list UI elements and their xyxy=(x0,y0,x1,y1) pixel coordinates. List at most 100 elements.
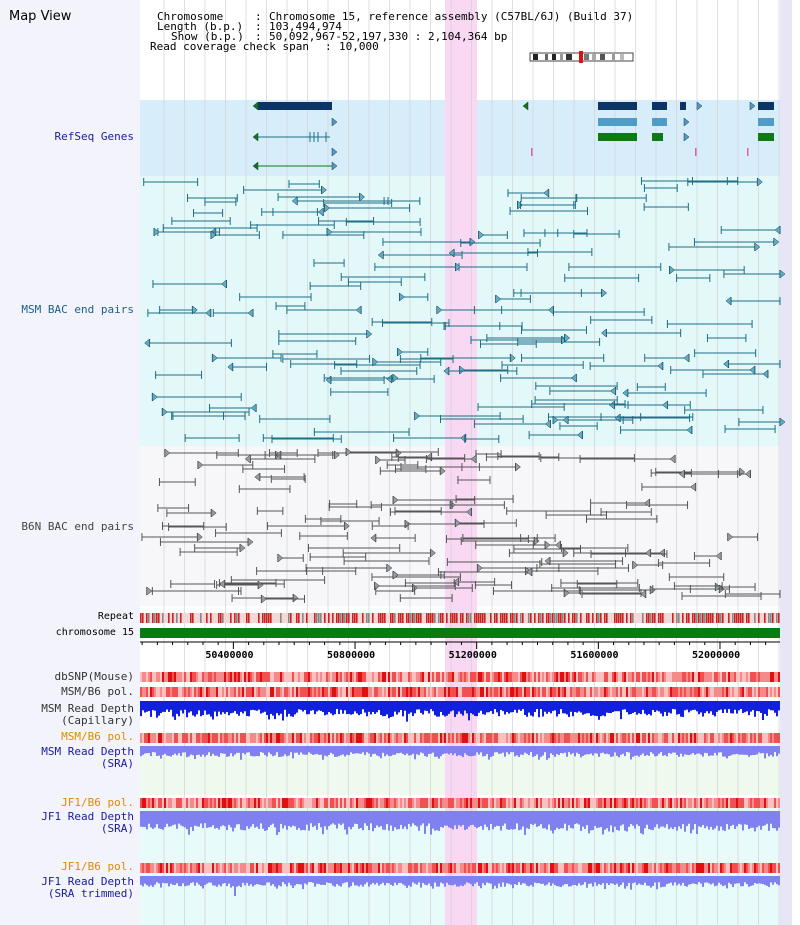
depth-bar xyxy=(380,701,382,715)
heat-strip-cell xyxy=(254,687,256,697)
heat-strip-cell xyxy=(304,687,306,697)
heat-strip-cell xyxy=(246,733,248,743)
depth-bar xyxy=(688,701,690,713)
repeat-element xyxy=(596,613,598,623)
bac-end-arrow xyxy=(577,430,583,440)
heat-strip-cell xyxy=(574,672,576,682)
depth-bar xyxy=(254,811,256,828)
depth-bar xyxy=(240,701,242,712)
heat-strip-cell xyxy=(586,687,588,697)
heat-strip-cell xyxy=(424,687,426,697)
depth-bar xyxy=(198,811,200,827)
heat-strip-cell xyxy=(736,672,738,682)
heat-strip-cell xyxy=(496,863,498,873)
depth-bar xyxy=(736,811,738,827)
repeat-element xyxy=(548,613,550,623)
depth-bar xyxy=(716,876,718,886)
repeat-element xyxy=(748,613,750,623)
bac-end-arrow xyxy=(377,250,384,260)
depth-bar xyxy=(542,701,544,717)
depth-bar xyxy=(158,746,160,756)
depth-bar xyxy=(668,746,670,753)
bac-end-arrow xyxy=(601,288,608,298)
depth-bar xyxy=(218,876,220,885)
heat-strip-cell xyxy=(604,798,606,808)
depth-bar xyxy=(762,746,764,754)
depth-bar xyxy=(298,746,300,755)
repeat-element xyxy=(576,613,578,623)
depth-bar xyxy=(188,701,190,713)
depth-bar xyxy=(332,811,334,824)
heat-strip-cell xyxy=(252,672,254,682)
heat-strip-cell xyxy=(506,687,508,697)
heat-strip-cell xyxy=(628,672,630,682)
depth-bar xyxy=(210,876,212,883)
depth-bar xyxy=(760,701,762,713)
depth-bar xyxy=(642,746,644,754)
depth-bar xyxy=(540,811,542,825)
heat-strip-cell xyxy=(234,798,236,808)
heat-strip-cell xyxy=(690,672,692,682)
depth-bar xyxy=(310,746,312,754)
heat-strip-cell xyxy=(460,733,462,743)
repeat-element xyxy=(642,613,644,623)
heat-strip-cell xyxy=(492,672,494,682)
track-label-msm-bac[interactable]: MSM BAC end pairs xyxy=(21,303,134,316)
depth-bar xyxy=(614,701,616,712)
track-label-refseq[interactable]: RefSeq Genes xyxy=(54,130,134,143)
heat-strip-cell xyxy=(404,733,406,743)
depth-bar xyxy=(146,876,148,886)
heat-strip-cell xyxy=(334,863,336,873)
depth-bar xyxy=(158,701,160,716)
depth-bar xyxy=(602,876,604,884)
heat-strip-cell xyxy=(598,687,600,697)
heat-strip-cell xyxy=(574,863,576,873)
depth-bar xyxy=(252,746,254,757)
depth-bar xyxy=(770,811,772,824)
heat-strip-cell xyxy=(258,672,260,682)
depth-bar xyxy=(356,746,358,754)
heat-strip-cell xyxy=(252,798,254,808)
depth-bar xyxy=(184,811,186,828)
heat-strip-cell xyxy=(298,733,300,743)
depth-bar xyxy=(180,746,182,757)
track-label-b6n-bac[interactable]: B6N BAC end pairs xyxy=(21,520,134,533)
depth-bar xyxy=(736,746,738,754)
heat-strip-cell xyxy=(340,863,342,873)
depth-bar xyxy=(408,701,410,714)
depth-bar xyxy=(288,746,290,756)
heat-strip-cell xyxy=(716,672,718,682)
depth-bar xyxy=(682,876,684,883)
heat-strip-cell xyxy=(768,798,770,808)
heat-strip-cell xyxy=(476,687,478,697)
heat-strip-cell xyxy=(242,672,244,682)
depth-bar xyxy=(546,811,548,830)
depth-bar xyxy=(178,746,180,754)
depth-bar xyxy=(678,876,680,884)
heat-strip-cell xyxy=(462,798,464,808)
heat-strip-cell xyxy=(140,733,142,743)
heat-strip-cell xyxy=(464,863,466,873)
depth-bar xyxy=(442,701,444,716)
depth-bar xyxy=(582,876,584,885)
heat-strip-cell xyxy=(478,798,480,808)
axis-tick-label: 50800000 xyxy=(327,650,376,661)
heat-strip-cell xyxy=(308,733,310,743)
depth-bar xyxy=(190,746,192,755)
depth-bar xyxy=(436,746,438,757)
depth-bar xyxy=(570,746,572,755)
depth-bar xyxy=(314,746,316,755)
heat-strip-cell xyxy=(682,798,684,808)
heat-strip-cell xyxy=(390,672,392,682)
heat-strip-cell xyxy=(746,687,748,697)
depth-bar xyxy=(316,811,318,830)
bac-end-arrow xyxy=(774,225,781,235)
heat-strip-cell xyxy=(496,687,498,697)
depth-bar xyxy=(656,701,658,711)
repeat-element xyxy=(616,613,618,623)
depth-bar xyxy=(760,876,762,884)
heat-strip-cell xyxy=(750,863,752,873)
depth-bar xyxy=(346,876,348,883)
depth-bar xyxy=(310,811,312,824)
